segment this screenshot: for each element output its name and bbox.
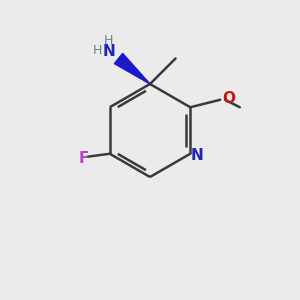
Polygon shape: [114, 53, 150, 84]
Text: N: N: [190, 148, 203, 163]
Text: N: N: [102, 44, 115, 59]
Text: H: H: [104, 34, 113, 47]
Text: O: O: [222, 91, 235, 106]
Text: F: F: [78, 151, 89, 166]
Text: H: H: [93, 44, 102, 58]
